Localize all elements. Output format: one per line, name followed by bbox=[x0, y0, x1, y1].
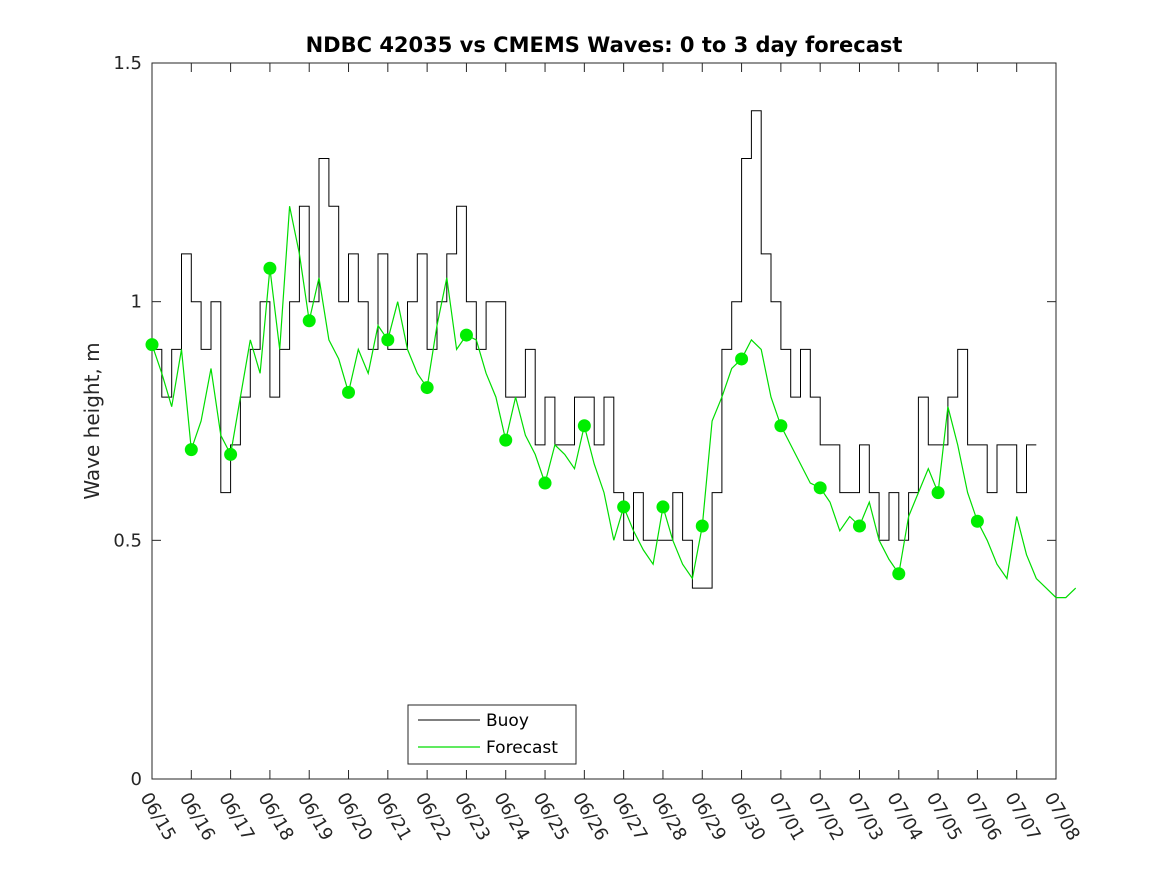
forecast-marker bbox=[970, 514, 984, 528]
x-tick-label: 07/02 bbox=[804, 789, 848, 844]
x-tick-label: 06/27 bbox=[607, 789, 651, 844]
x-tick-label: 06/29 bbox=[686, 789, 730, 844]
x-tick-label: 07/07 bbox=[1000, 789, 1044, 844]
legend-buoy-label: Buoy bbox=[486, 711, 529, 731]
x-tick-label: 07/06 bbox=[961, 789, 1005, 844]
forecast-marker bbox=[302, 314, 316, 328]
x-tick-label: 07/08 bbox=[1040, 789, 1084, 844]
x-tick-label: 06/26 bbox=[568, 789, 612, 844]
x-tick-label: 07/05 bbox=[922, 789, 966, 844]
forecast-marker bbox=[381, 333, 395, 347]
x-tick-label: 06/23 bbox=[450, 789, 494, 844]
forecast-marker bbox=[263, 261, 277, 275]
x-tick-label: 06/20 bbox=[332, 789, 376, 844]
y-tick-label: 0 bbox=[131, 769, 142, 790]
forecast-marker bbox=[459, 328, 473, 342]
x-tick-label: 06/28 bbox=[647, 789, 691, 844]
legend-forecast-label: Forecast bbox=[486, 738, 558, 758]
x-tick-label: 06/19 bbox=[293, 789, 337, 844]
forecast-marker bbox=[813, 481, 827, 495]
forecast-marker bbox=[145, 338, 159, 352]
x-tick-label: 06/16 bbox=[175, 789, 219, 844]
x-tick-label: 07/04 bbox=[882, 789, 926, 844]
forecast-marker bbox=[342, 385, 356, 399]
series-forecast-line bbox=[151, 206, 1077, 599]
forecast-marker bbox=[892, 567, 906, 581]
forecast-marker bbox=[852, 519, 866, 533]
forecast-marker bbox=[735, 352, 749, 366]
legend: Buoy Forecast bbox=[407, 704, 577, 765]
legend-box bbox=[407, 704, 577, 765]
forecast-marker bbox=[931, 486, 945, 500]
x-tick-label: 06/17 bbox=[214, 789, 258, 844]
forecast-marker bbox=[184, 443, 198, 457]
series-buoy-line bbox=[152, 110, 1037, 589]
x-tick-label: 06/15 bbox=[136, 789, 180, 844]
forecast-marker bbox=[224, 447, 238, 461]
forecast-marker bbox=[774, 419, 788, 433]
forecast-marker bbox=[538, 476, 552, 490]
chart-title: NDBC 42035 vs CMEMS Waves: 0 to 3 day fo… bbox=[306, 33, 903, 57]
x-tick-label: 06/30 bbox=[725, 789, 769, 844]
y-axis-label: Wave height, m bbox=[80, 342, 104, 499]
forecast-marker bbox=[420, 381, 434, 395]
plot-area: 00.511.506/1506/1606/1706/1806/1906/2006… bbox=[113, 53, 1083, 844]
x-tick-label: 07/03 bbox=[843, 789, 887, 844]
x-tick-label: 06/18 bbox=[254, 789, 298, 844]
forecast-marker bbox=[695, 519, 709, 533]
x-tick-label: 06/24 bbox=[489, 789, 533, 844]
x-tick-label: 06/25 bbox=[529, 789, 573, 844]
forecast-marker bbox=[656, 500, 670, 514]
x-tick-label: 06/21 bbox=[371, 789, 415, 844]
forecast-marker bbox=[499, 433, 513, 447]
forecast-marker bbox=[577, 419, 591, 433]
y-tick-label: 0.5 bbox=[113, 530, 142, 551]
y-tick-label: 1.5 bbox=[113, 53, 142, 74]
x-tick-label: 06/22 bbox=[411, 789, 455, 844]
x-tick-label: 07/01 bbox=[765, 789, 809, 844]
y-tick-label: 1 bbox=[131, 292, 142, 313]
forecast-marker bbox=[617, 500, 631, 514]
